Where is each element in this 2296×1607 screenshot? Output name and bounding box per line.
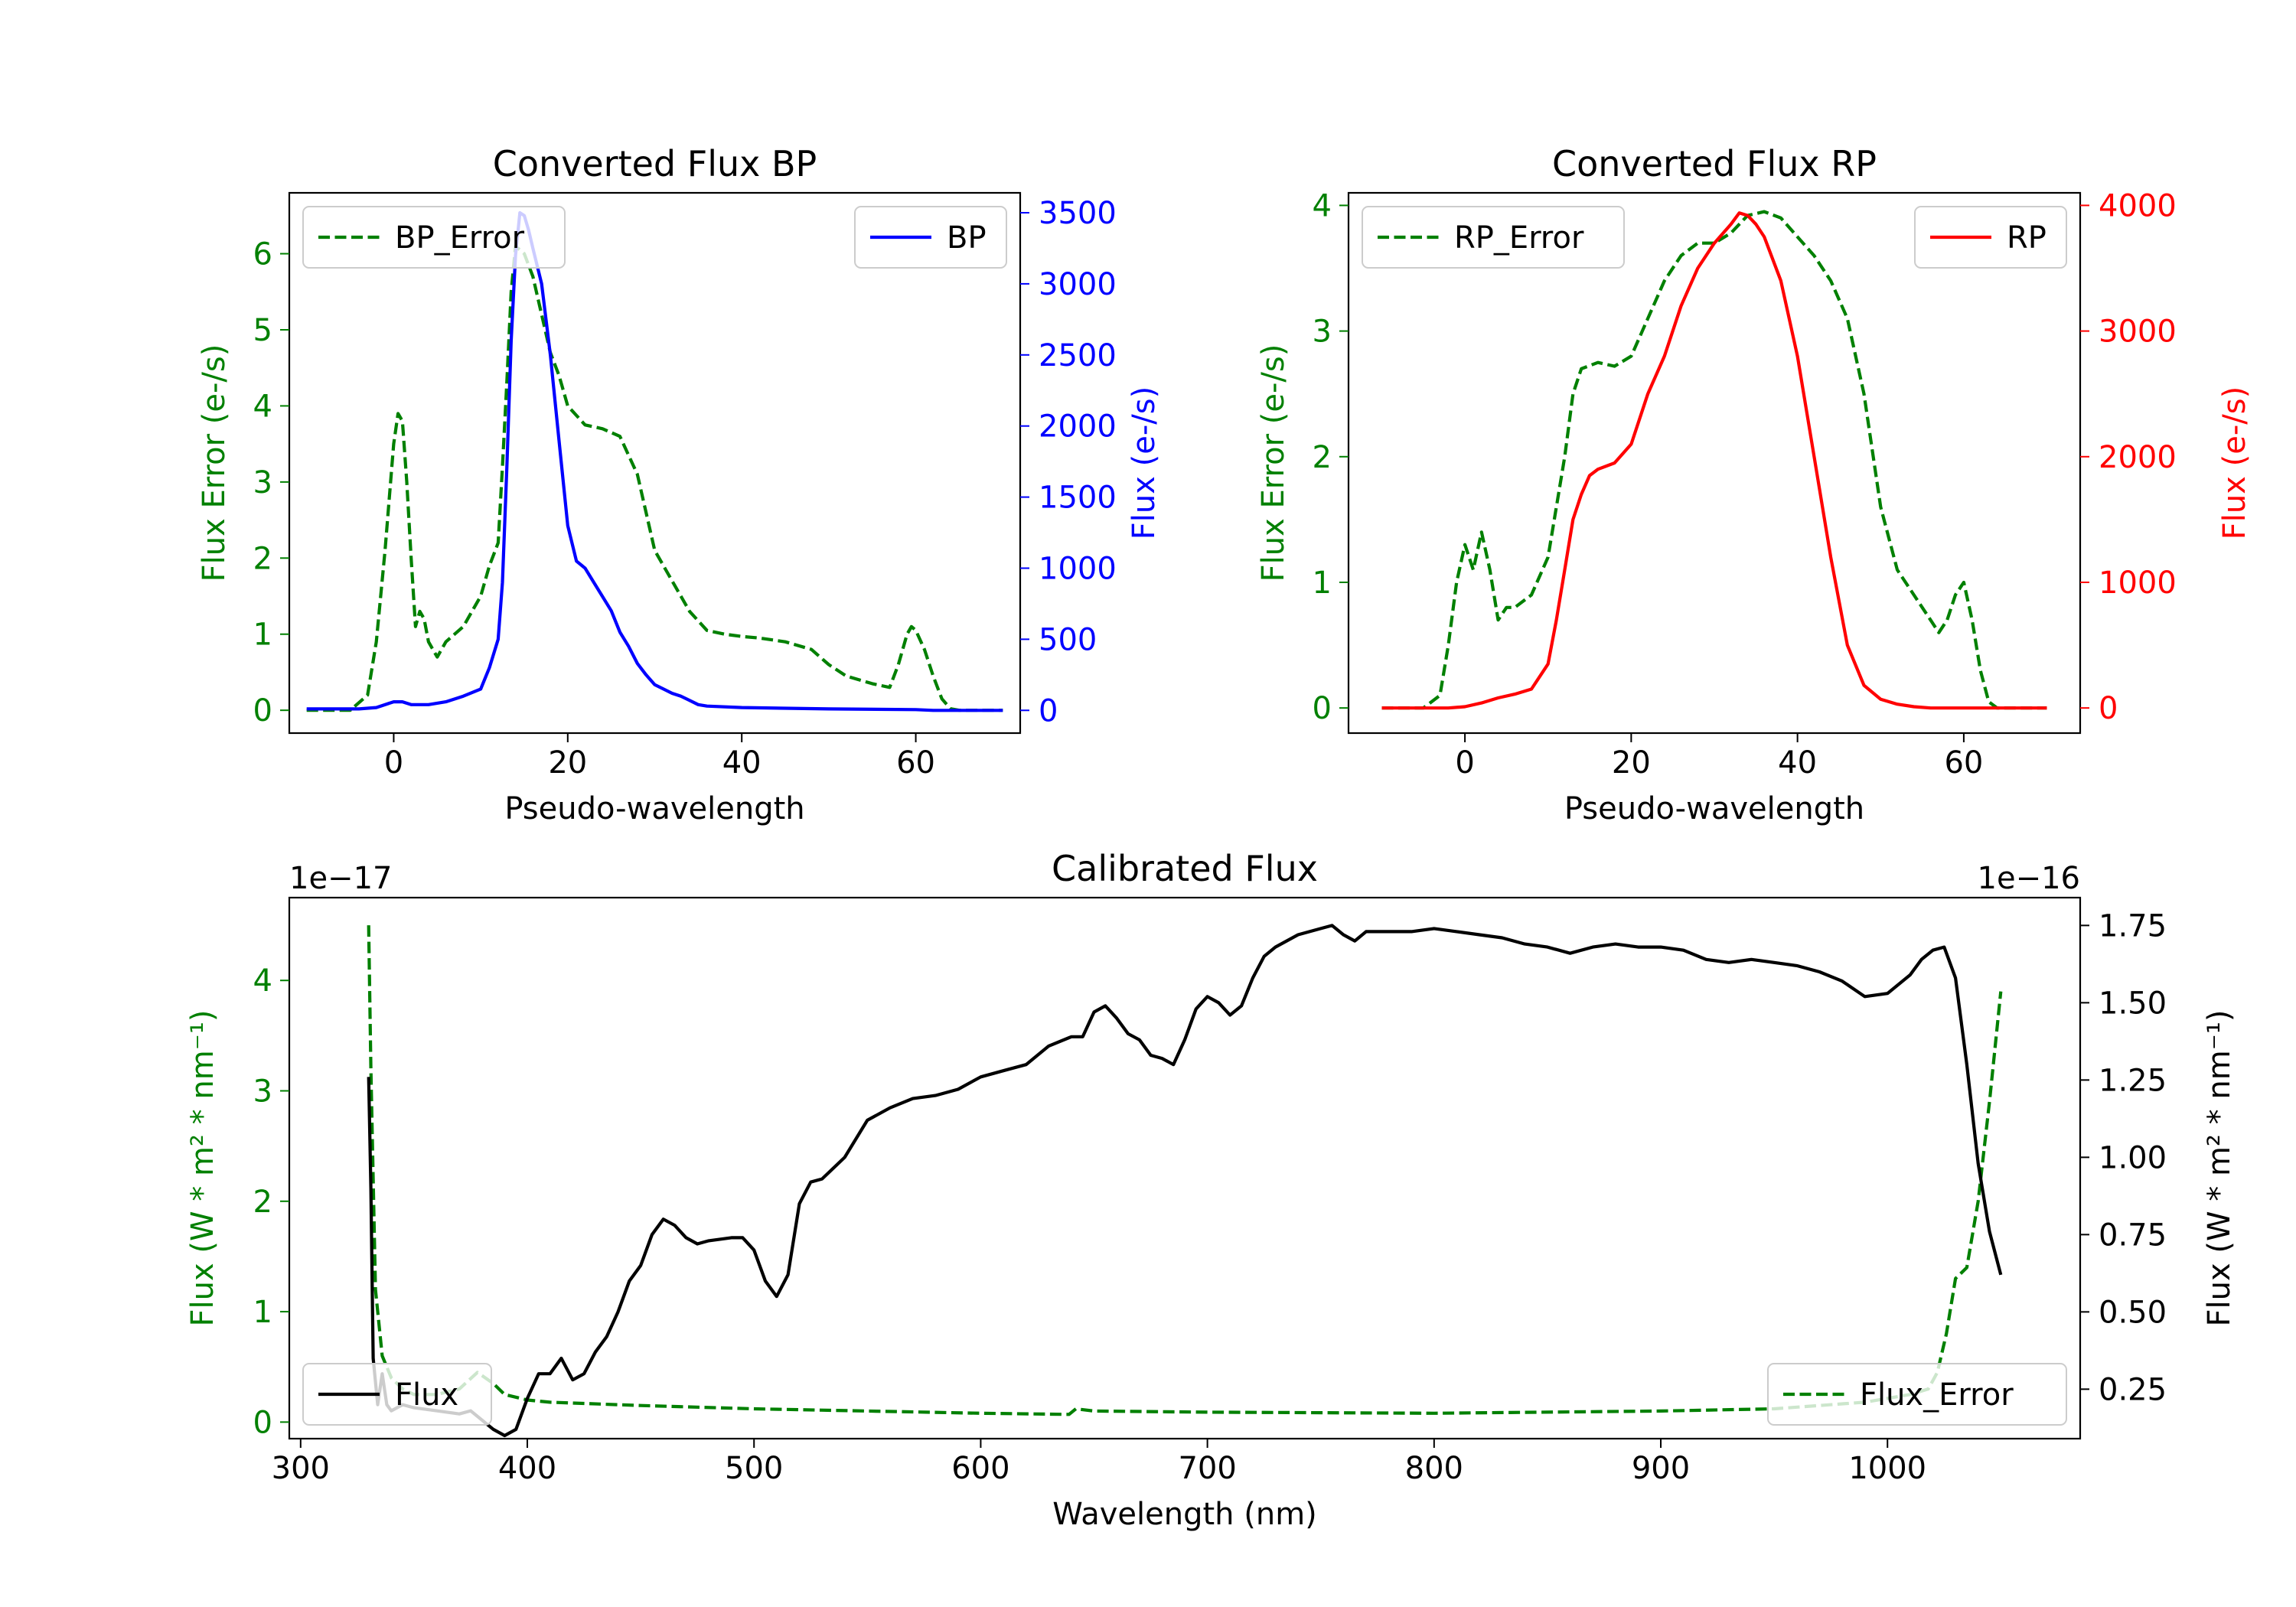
y-axis-label-left: Flux Error (e-/s) [197,344,232,582]
y-tick-label-left: 0 [253,693,272,729]
chart-panel-bp: 0 20 40 60012345605001000150020002500300035… [197,143,1162,826]
x-axis-label: Wavelength (nm) [1052,1497,1317,1532]
x-tick-label: 0 [384,745,403,781]
x-tick-label: 0 [1455,745,1474,781]
legend-rp: RP [1914,206,2067,269]
y-axis-label-right: Flux (W * m² * nm⁻¹) [2202,1010,2237,1327]
y-tick-label-right: 2500 [1039,338,1117,373]
y-axis-label-left: Flux Error (e-/s) [1256,344,1291,582]
y-tick-label-right: 1.75 [2099,908,2167,944]
x-tick-label: 700 [1178,1451,1236,1486]
chart-panel-calibrated: 300 400 500 600 700 800 900 1000 0 1 2 3 4 0.25 0.50 0.… [185,848,2237,1532]
x-tick-label: 800 [1405,1451,1463,1486]
legend-bp-error: BP_Error [302,206,566,269]
y-tick-label-right: 1000 [1039,551,1117,586]
axes-frame [288,191,1022,735]
x-tick-label: 1000 [1848,1451,1926,1486]
y-tick-label-right: 2000 [1039,409,1117,445]
y-tick-label-right: 1.50 [2099,986,2167,1021]
y-tick-label-left: 6 [253,237,272,272]
series-line-rp-error [1381,210,2047,710]
y-tick-label-left: 1 [253,1295,272,1330]
series-group [306,210,1003,712]
legend-box [1767,1363,2067,1426]
y-tick-label-right: 0 [2099,691,2118,726]
legend-label: RP_Error [1454,220,1584,256]
y-tick-label-right: 0.50 [2099,1295,2167,1330]
x-tick-label: 900 [1632,1451,1690,1486]
y-tick-label-left: 3 [1313,315,1332,350]
legend-label: BP_Error [395,220,525,256]
x-tick-label: 20 [548,745,587,781]
x-axis-label: Pseudo-wavelength [504,791,804,826]
legend-bp: BP [854,206,1007,269]
y-tick-label-left: 0 [1313,691,1332,726]
y-tick-label-left: 1 [1313,566,1332,601]
y-tick-label-right: 3500 [1039,196,1117,231]
legend-label: RP [2007,220,2047,256]
x-tick-label: 500 [725,1451,783,1486]
y-tick-label-right: 0 [1039,693,1058,729]
y-tick-label-left: 4 [1313,188,1332,223]
legend-label: Flux_Error [1860,1377,2014,1413]
legend-box [302,1363,492,1426]
x-tick-label: 60 [896,745,935,781]
y-tick-label-right: 3000 [2099,315,2177,350]
series-line-flux [367,924,2003,1438]
series-line-rp [1381,211,2047,710]
y-tick-label-left: 4 [253,389,272,424]
legend-label: BP [947,220,987,256]
y-tick-label-left: 3 [253,1074,272,1110]
y-tick-label-left: 3 [253,465,272,500]
y-tick-label-right: 3000 [1039,267,1117,302]
x-tick-label: 300 [272,1451,330,1486]
y-tick-label-right: 1500 [1039,481,1117,516]
series-line-bp [306,210,1003,712]
offset-label-right: 1e−16 [1978,861,2080,896]
chart-title: Converted Flux RP [1552,143,1877,184]
x-tick-label: 40 [1778,745,1817,781]
legend-rp-error: RP_Error [1362,206,1625,269]
y-tick-label-left: 2 [253,1185,272,1220]
legend-label: Flux [395,1377,458,1413]
x-tick-label: 600 [951,1451,1009,1486]
x-tick-label: 20 [1612,745,1651,781]
y-tick-label-right: 0.25 [2099,1372,2167,1407]
y-tick-label-left: 5 [253,313,272,348]
legend-flux-error: Flux_Error [1767,1363,2067,1426]
y-tick-label-right: 1.00 [2099,1140,2167,1175]
chart-title: Calibrated Flux [1052,848,1318,889]
axes-frame [1347,191,2082,735]
y-tick-label-left: 2 [253,541,272,576]
legend-box [1362,206,1625,269]
chart-title: Converted Flux BP [493,143,817,184]
x-tick-label: 60 [1944,745,1983,781]
y-tick-label-left: 4 [253,963,272,999]
axes-frame [288,896,2082,1440]
y-axis-label-left: Flux (W * m² * nm⁻¹) [185,1010,220,1327]
series-line-bp-error [306,244,1003,712]
y-tick-label-right: 4000 [2099,188,2177,223]
y-tick-label-right: 500 [1039,622,1097,657]
legend-flux: Flux [302,1363,492,1426]
y-axis-label-right: Flux (e-/s) [2217,386,2252,539]
y-tick-label-right: 1000 [2099,566,2177,601]
offset-label-left: 1e−17 [289,861,392,896]
y-axis-label-right: Flux (e-/s) [1127,386,1162,539]
y-tick-label-right: 2000 [2099,440,2177,475]
x-tick-label: 400 [498,1451,556,1486]
y-tick-label-right: 0.75 [2099,1217,2167,1253]
y-tick-label-left: 0 [253,1405,272,1440]
x-tick-label: 40 [722,745,762,781]
legend-box [302,206,566,269]
series-group [1381,210,2047,710]
x-axis-label: Pseudo-wavelength [1564,791,1864,826]
y-tick-label-left: 2 [1313,440,1332,475]
y-tick-label-left: 1 [253,618,272,653]
y-tick-label-right: 1.25 [2099,1063,2167,1098]
